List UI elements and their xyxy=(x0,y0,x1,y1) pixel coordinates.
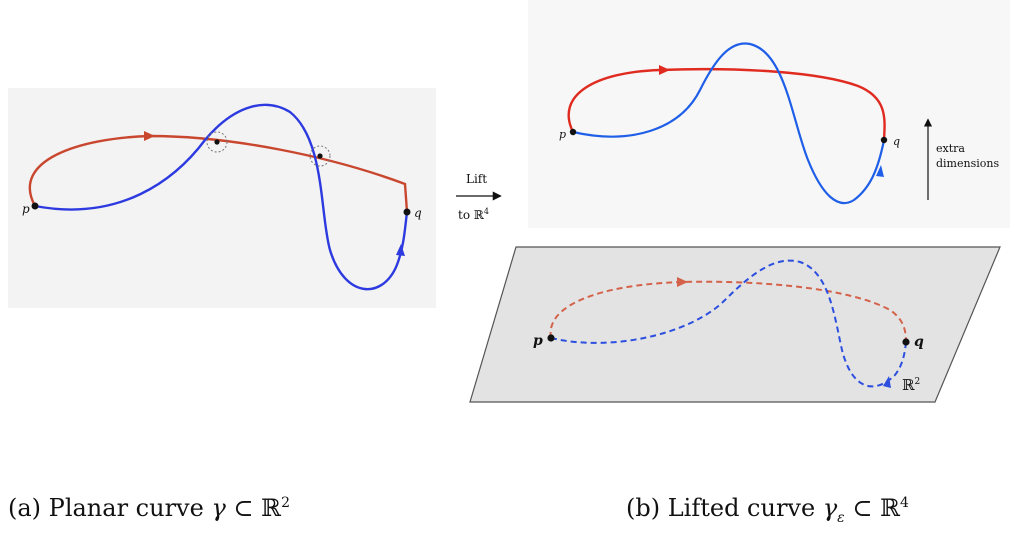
planar-point-p xyxy=(31,202,39,210)
crossing-dot-1 xyxy=(214,139,220,145)
crossing-circle-2 xyxy=(309,145,331,167)
planar-blue-arrowhead xyxy=(396,244,405,256)
caption-a: (a) Planar curve γ ⊂ ℝ2 xyxy=(8,494,290,522)
plane-label-q: q xyxy=(914,334,924,350)
lifted-point-p xyxy=(569,128,577,136)
projected-red-arrowhead xyxy=(677,277,688,287)
lifted-red-segment xyxy=(567,67,886,141)
crossing-circle-1 xyxy=(206,131,228,153)
lifted-blue-segment xyxy=(572,42,886,205)
lift-target-exp: 4 xyxy=(483,207,489,216)
caption-a-exp: 2 xyxy=(281,495,291,511)
lifted-curve xyxy=(567,42,888,205)
projected-blue-arrowhead xyxy=(883,376,891,388)
plane-label-p: p xyxy=(533,333,543,349)
lifted-red-arrowhead xyxy=(659,65,670,75)
crossing-dot-2 xyxy=(317,153,323,159)
plane-point-p xyxy=(547,334,555,342)
caption-a-prefix: (a) Planar curve xyxy=(8,494,212,522)
caption-b: (b) Lifted curve γε ⊂ ℝ4 xyxy=(626,494,909,526)
plane-r2-text: ℝ xyxy=(902,376,915,394)
extra-line-2: dimensions xyxy=(936,156,1000,170)
plane-r2-label: ℝ2 xyxy=(902,376,920,394)
lift-label: Lift xyxy=(466,172,488,186)
projected-blue-segment xyxy=(550,259,907,388)
lifted-label-q: q xyxy=(893,135,901,148)
caption-b-space: ℝ xyxy=(880,494,901,522)
extra-dimensions-label: extra dimensions xyxy=(936,142,999,172)
planar-blue-segment xyxy=(34,103,409,291)
caption-b-gamma: γ xyxy=(822,494,838,522)
extra-line-1: extra xyxy=(936,142,965,155)
caption-a-space: ℝ xyxy=(261,494,282,522)
lift-target-label: to ℝ4 xyxy=(458,207,489,223)
lifted-label-p: p xyxy=(559,128,567,141)
planar-point-q xyxy=(403,208,411,216)
planar-red-arrowhead xyxy=(144,131,155,141)
lift-target-text: to ℝ xyxy=(458,208,484,222)
caption-b-prefix: (b) Lifted curve xyxy=(626,494,823,522)
panel-a-background xyxy=(8,88,436,308)
caption-a-gamma: γ xyxy=(211,494,226,522)
planar-label-q: q xyxy=(414,206,422,220)
planar-label-p: p xyxy=(22,202,30,216)
projected-curve xyxy=(547,259,910,388)
caption-b-subset: ⊂ xyxy=(844,494,881,522)
planar-curve xyxy=(28,103,411,291)
plane-r2-exp: 2 xyxy=(914,377,921,387)
r2-plane xyxy=(469,246,1001,403)
caption-b-sub: ε xyxy=(837,509,845,526)
caption-b-exp: 4 xyxy=(900,495,909,511)
lifted-blue-arrowhead xyxy=(876,165,884,177)
plane-point-q xyxy=(902,338,910,346)
planar-red-segment xyxy=(28,134,409,213)
caption-a-subset: ⊂ xyxy=(225,494,262,522)
lifted-point-q xyxy=(880,136,888,144)
panel-b-top-background xyxy=(528,0,1010,228)
